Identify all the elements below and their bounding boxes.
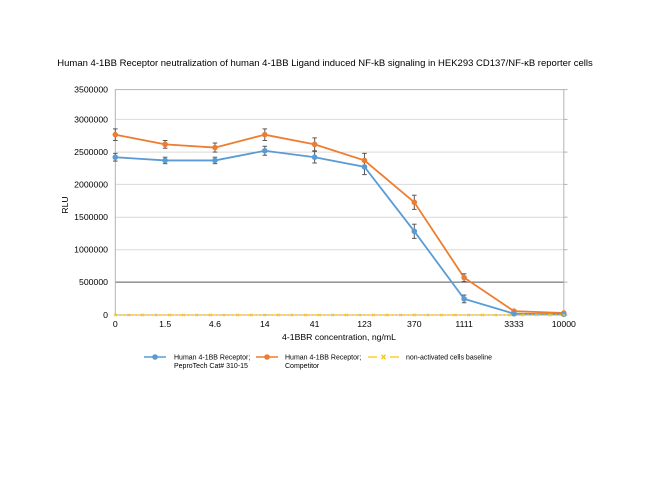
svg-text:4-1BBR concentration, ng/mL: 4-1BBR concentration, ng/mL [282,332,396,342]
svg-text:3500000: 3500000 [74,85,108,95]
svg-text:1500000: 1500000 [74,212,108,222]
svg-text:3000000: 3000000 [74,114,108,124]
svg-text:0: 0 [113,319,118,329]
svg-text:41: 41 [310,319,320,329]
svg-text:1111: 1111 [455,319,473,329]
svg-text:500000: 500000 [79,277,108,287]
svg-text:2000000: 2000000 [74,179,108,189]
svg-text:3333: 3333 [504,319,523,329]
svg-text:1.5: 1.5 [159,319,171,329]
svg-text:14: 14 [260,319,270,329]
svg-text:PeproTech Cat# 310-15: PeproTech Cat# 310-15 [174,363,248,370]
svg-text:10000: 10000 [552,319,576,329]
svg-text:Human 4-1BB Receptor;: Human 4-1BB Receptor; [174,355,250,362]
svg-text:0: 0 [103,310,108,320]
svg-text:123: 123 [357,319,372,329]
svg-text:370: 370 [407,319,422,329]
svg-text:1000000: 1000000 [74,245,108,255]
svg-text:Competitor: Competitor [285,363,320,370]
svg-text:non-activated cells baseline: non-activated cells baseline [406,355,492,362]
svg-text:4.6: 4.6 [209,319,221,329]
svg-text:Human 4-1BB Receptor neutraliz: Human 4-1BB Receptor neutralization of h… [57,58,593,69]
svg-text:Human 4-1BB Receptor;: Human 4-1BB Receptor; [285,355,361,362]
svg-text:RLU: RLU [60,196,70,213]
svg-text:2500000: 2500000 [74,147,108,157]
